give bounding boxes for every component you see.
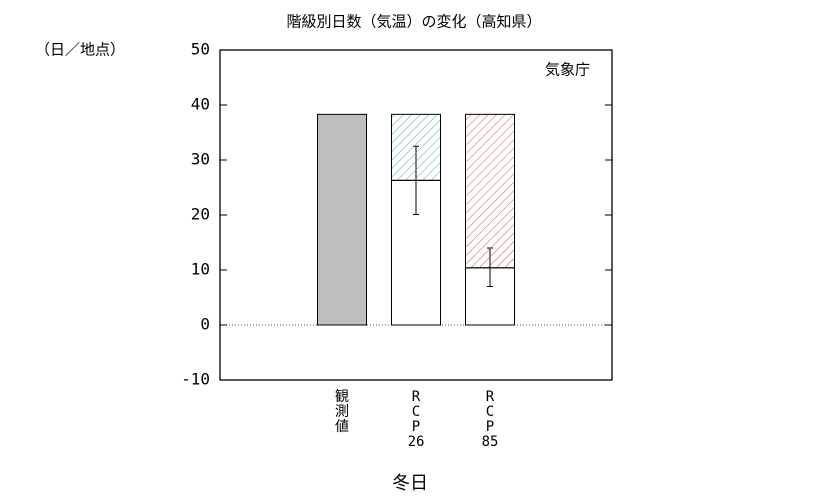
x-tick-label: 測 bbox=[335, 404, 349, 420]
x-axis-label: 冬日 bbox=[392, 473, 428, 494]
x-tick-label: C bbox=[486, 404, 494, 420]
x-tick-label: P bbox=[412, 419, 420, 435]
y-tick-label: 20 bbox=[191, 205, 210, 224]
y-axis-label: （日／地点） bbox=[35, 41, 125, 59]
x-tick-label: P bbox=[486, 419, 494, 435]
y-tick-label: 40 bbox=[191, 95, 210, 114]
bar bbox=[465, 113, 515, 269]
x-tick-label: R bbox=[412, 389, 421, 405]
bar bbox=[317, 113, 367, 326]
bar bbox=[391, 113, 441, 181]
y-tick-label: -10 bbox=[181, 370, 210, 389]
y-tick-label: 0 bbox=[200, 315, 210, 334]
x-tick-label: C bbox=[412, 404, 420, 420]
annotation: 気象庁 bbox=[545, 61, 590, 79]
chart-title: 階級別日数（気温）の変化（高知県） bbox=[286, 13, 541, 31]
x-tick-label: 観 bbox=[335, 388, 349, 405]
x-tick-label: 85 bbox=[482, 434, 499, 450]
x-tick-label: 値 bbox=[335, 419, 349, 435]
x-tick-label: 26 bbox=[408, 434, 425, 450]
x-tick-label: R bbox=[486, 389, 495, 405]
y-tick-label: 30 bbox=[191, 150, 210, 169]
y-tick-label: 10 bbox=[191, 260, 210, 279]
y-tick-label: 50 bbox=[191, 40, 210, 59]
